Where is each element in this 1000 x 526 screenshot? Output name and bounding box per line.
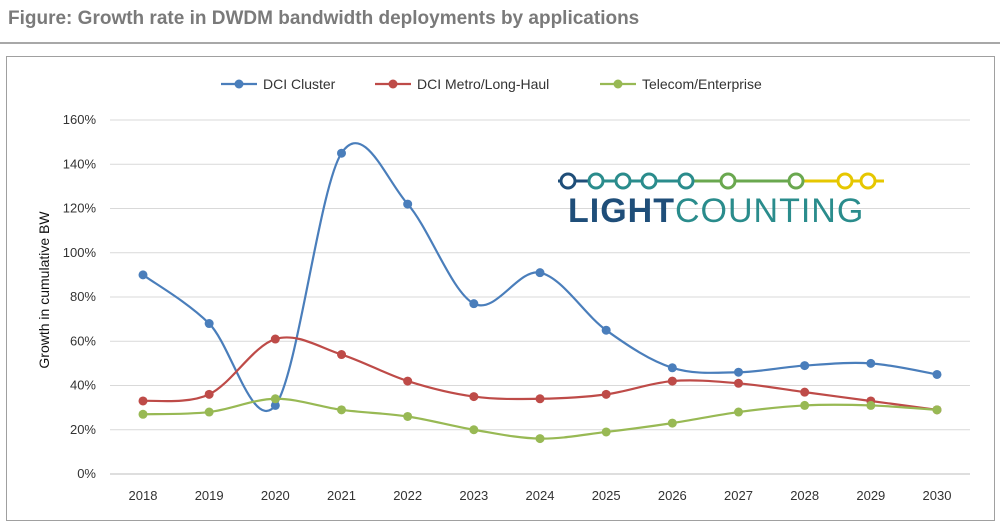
logo-bead	[719, 172, 737, 190]
series-telecom-enterprise	[138, 394, 942, 444]
data-point	[337, 350, 346, 360]
legend: DCI Cluster DCI Metro/Long-Haul Telecom/En…	[221, 76, 762, 92]
legend-entry: Telecom/Enterprise	[600, 76, 762, 92]
logo-bead	[559, 172, 577, 190]
title-divider	[0, 42, 1000, 44]
data-point	[204, 407, 214, 417]
data-point	[667, 363, 677, 373]
x-tick-label: 2025	[592, 488, 621, 503]
data-point	[337, 405, 346, 415]
y-tick-label: 20%	[70, 422, 96, 437]
data-point	[932, 369, 942, 379]
legend-label: DCI Cluster	[263, 76, 336, 92]
logo-chain-graphic	[558, 172, 884, 190]
data-point	[734, 407, 743, 417]
data-point	[270, 334, 280, 344]
x-tick-label: 2029	[856, 488, 885, 503]
data-point	[403, 199, 413, 209]
logo-bead	[836, 172, 854, 190]
figure-title: Figure: Growth rate in DWDM bandwidth de…	[8, 8, 640, 29]
logo-text-light: LIGHT	[568, 192, 675, 230]
logo-bead	[640, 172, 658, 190]
x-tick-labels: 2018 2019 2020 2021 2022 2023 2024 2025 2026 2027…	[129, 488, 952, 503]
series-line	[142, 397, 938, 440]
x-tick-label: 2022	[393, 488, 422, 503]
data-point	[866, 358, 876, 368]
logo-bead	[677, 172, 695, 190]
data-point	[866, 400, 876, 410]
data-point	[535, 394, 545, 404]
data-point	[535, 268, 545, 278]
legend-label: Telecom/Enterprise	[642, 76, 762, 92]
data-point	[667, 376, 677, 386]
data-point	[204, 319, 214, 329]
logo-bead	[587, 172, 605, 190]
data-point	[734, 367, 743, 377]
chart-frame	[6, 56, 995, 521]
data-point	[337, 148, 346, 158]
data-point	[270, 394, 280, 404]
x-tick-label: 2021	[327, 488, 356, 503]
y-tick-labels: 0% 20% 40% 60% 80% 100% 120% 140% 160%	[63, 112, 97, 481]
logo-wordmark: LIGHTCOUNTING	[568, 192, 864, 230]
data-point	[403, 411, 413, 421]
y-axis-label: Growth in cumulative BW	[36, 211, 52, 369]
logo-bead	[859, 172, 877, 190]
series-dci-metro-long-haul	[138, 334, 942, 415]
y-tick-label: 80%	[70, 289, 96, 304]
series-dci-cluster	[138, 142, 942, 412]
data-point	[800, 361, 810, 371]
data-point	[734, 378, 743, 388]
x-tick-label: 2026	[658, 488, 687, 503]
data-point	[469, 299, 479, 309]
legend-marker	[234, 79, 244, 89]
data-point	[138, 396, 148, 406]
x-tick-label: 2028	[790, 488, 819, 503]
data-point	[270, 400, 280, 410]
y-tick-label: 120%	[63, 201, 97, 216]
data-point	[204, 389, 214, 399]
legend-entry: DCI Metro/Long-Haul	[375, 76, 549, 92]
y-tick-label: 140%	[63, 156, 97, 171]
data-point	[601, 389, 611, 399]
x-tick-label: 2020	[261, 488, 290, 503]
logo-text-counting: COUNTING	[675, 192, 864, 230]
data-point	[138, 409, 148, 419]
y-tick-label: 40%	[70, 378, 96, 393]
x-tick-label: 2019	[195, 488, 224, 503]
y-tick-label: 100%	[63, 245, 97, 260]
gridlines	[110, 119, 970, 475]
series-lines	[138, 142, 942, 444]
logo-bead	[614, 172, 632, 190]
legend-label: DCI Metro/Long-Haul	[417, 76, 549, 92]
x-tick-label: 2024	[526, 488, 555, 503]
y-tick-label: 160%	[63, 112, 97, 127]
data-point	[601, 325, 611, 335]
legend-marker	[613, 79, 623, 89]
legend-marker	[388, 79, 398, 89]
y-tick-label: 0%	[77, 466, 96, 481]
data-point	[403, 376, 413, 386]
data-point	[667, 418, 677, 428]
data-point	[800, 387, 810, 397]
y-tick-label: 60%	[70, 333, 96, 348]
lightcounting-logo: LIGHTCOUNTING	[558, 172, 884, 230]
x-tick-label: 2030	[923, 488, 952, 503]
data-point	[800, 400, 810, 410]
data-point	[469, 425, 479, 435]
x-tick-label: 2023	[459, 488, 488, 503]
data-point	[138, 270, 148, 280]
data-point	[469, 392, 479, 402]
x-tick-label: 2027	[724, 488, 753, 503]
data-point	[932, 405, 942, 415]
x-tick-label: 2018	[129, 488, 158, 503]
legend-entry: DCI Cluster	[221, 76, 336, 92]
logo-bead	[787, 172, 805, 190]
data-point	[601, 427, 611, 437]
data-point	[535, 434, 545, 444]
